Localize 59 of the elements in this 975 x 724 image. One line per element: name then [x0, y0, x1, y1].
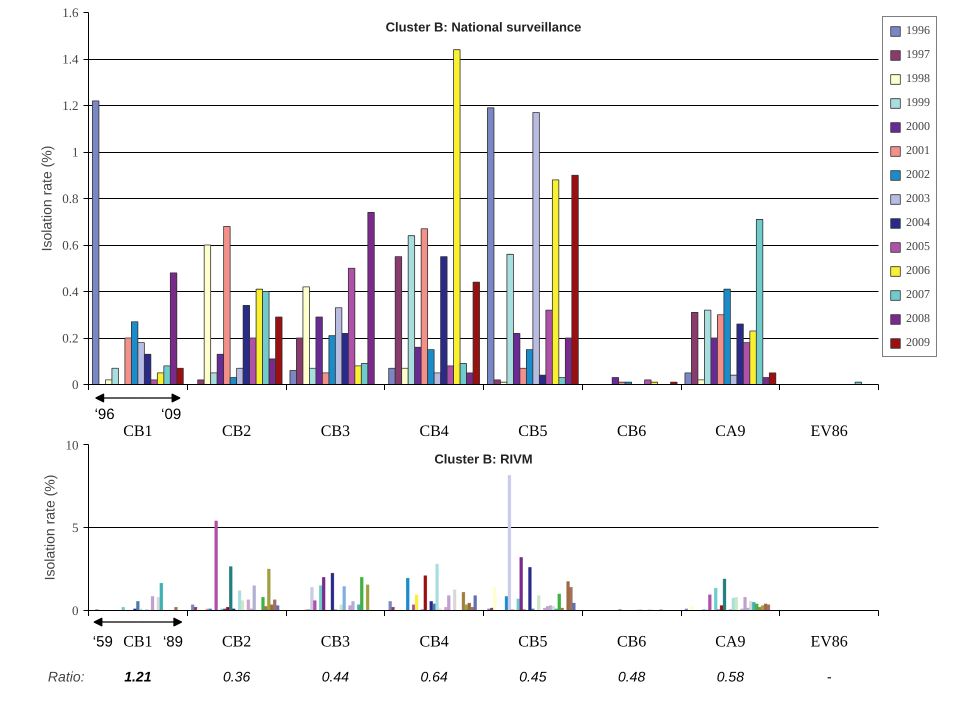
legend-label: 2000 [906, 119, 930, 134]
x-tick-label: CB5 [518, 423, 548, 440]
legend-label: 2007 [906, 287, 930, 302]
text: ‘09 [161, 406, 182, 423]
text: 1.21 [124, 668, 152, 684]
x-tick-label: CB5 [518, 633, 548, 650]
y-tick-label: 0.6 [62, 238, 79, 252]
y-tick-label: 0 [72, 603, 78, 618]
text: 0.64 [420, 668, 448, 684]
text: Ratio: [48, 668, 85, 684]
text: 0.44 [322, 668, 350, 684]
text: - [826, 668, 832, 684]
legend-label: 2008 [906, 311, 930, 326]
text: 0.36 [223, 668, 250, 684]
x-tick-label: CB4 [419, 633, 449, 650]
legend-label: 2009 [906, 335, 930, 350]
legend-label: 2004 [906, 215, 930, 230]
y-tick-label: 0.4 [62, 284, 79, 299]
x-tick-label: CB6 [616, 633, 646, 650]
legend-label: 2005 [906, 239, 930, 254]
y-tick-label: 1.6 [62, 5, 79, 20]
text: Cluster B: National surveillance [386, 20, 582, 34]
text: 0.58 [716, 668, 744, 684]
x-tick-label: CB2 [222, 423, 252, 440]
legend-label: 2001 [906, 143, 930, 158]
y-tick-label: 0.2 [62, 330, 78, 346]
x-tick-label: CB6 [616, 423, 646, 440]
legend-label: 1997 [906, 47, 930, 62]
y-tick-label: 0 [72, 377, 78, 392]
legend-label: 2003 [906, 191, 930, 206]
y-axis-title: Isolation rate (%) [42, 474, 58, 580]
y-tick-label: 1.2 [62, 98, 78, 113]
legend-label: 1996 [906, 23, 930, 38]
x-tick-label: CB4 [419, 423, 449, 440]
text: 0.45 [519, 668, 547, 684]
x-tick-label: CB2 [222, 633, 252, 650]
x-tick-label: CB3 [320, 633, 350, 650]
legend-label: 2002 [906, 167, 930, 182]
x-tick-label: CB3 [320, 423, 350, 440]
text: Cluster B: RIVM [434, 452, 533, 466]
x-tick-label: CB1 [123, 423, 153, 440]
x-tick-label: CA9 [715, 633, 746, 650]
text: ‘96 [94, 406, 115, 423]
y-tick-label: 5 [72, 520, 78, 535]
text: ‘89 [162, 633, 183, 650]
legend-label: 1998 [906, 71, 930, 86]
x-tick-label: CA9 [715, 423, 746, 440]
legend-label: 2006 [906, 263, 930, 278]
x-tick-label: EV86 [810, 423, 848, 440]
text: ‘59 [92, 633, 113, 650]
x-tick-label: EV86 [810, 633, 848, 650]
y-axis-title: Isolation rate (%) [38, 146, 54, 252]
text: 0.48 [618, 668, 646, 684]
y-tick-label: 1 [72, 144, 78, 160]
y-tick-label: 1.4 [62, 52, 79, 66]
y-tick-label: 10 [66, 438, 78, 452]
x-tick-label: CB1 [123, 633, 153, 650]
legend-label: 1999 [906, 95, 930, 110]
y-tick-label: 0.8 [62, 191, 78, 206]
